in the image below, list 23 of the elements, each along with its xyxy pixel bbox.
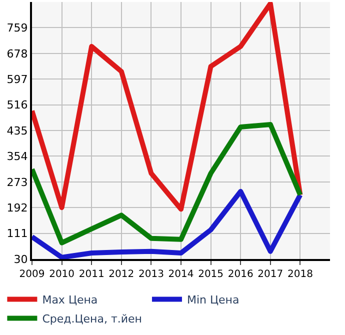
x-tick-label: 2014 <box>168 269 194 280</box>
x-tick-label: 2017 <box>258 269 284 280</box>
legend-label: Max Цена <box>42 293 98 306</box>
x-tick-label: 2012 <box>108 269 134 280</box>
x-tick-label: 2013 <box>138 269 164 280</box>
y-tick-label: 597 <box>6 72 28 86</box>
x-tick-label: 2016 <box>228 269 254 280</box>
y-tick-label: 30 <box>14 252 28 266</box>
x-tick-label: 2018 <box>287 269 313 280</box>
y-tick-label: 111 <box>6 227 28 240</box>
y-tick-label: 759 <box>6 22 28 35</box>
y-tick-label: 435 <box>6 124 28 138</box>
x-tick-label: 2015 <box>198 269 224 280</box>
y-tick-label: 678 <box>6 47 28 60</box>
legend-label: Сред.Цена, т.йен <box>42 312 142 326</box>
y-tick-label: 516 <box>6 98 28 112</box>
y-tick-label: 192 <box>6 201 28 214</box>
legend-label: Min Цена <box>186 293 240 306</box>
x-tick-label: 2009 <box>19 269 45 280</box>
x-tick-label: 2010 <box>49 269 75 280</box>
x-tick-label: 2011 <box>78 269 104 280</box>
y-tick-label: 273 <box>6 176 28 189</box>
y-tick-label: 354 <box>6 150 28 164</box>
